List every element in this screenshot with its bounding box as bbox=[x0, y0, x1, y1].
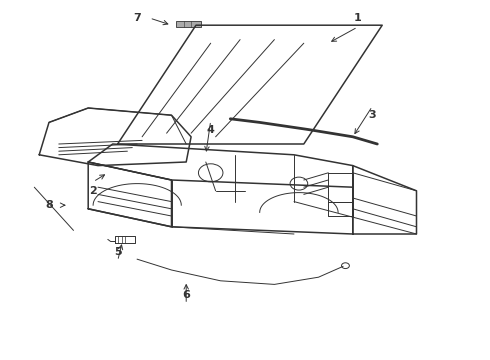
Text: 8: 8 bbox=[45, 200, 53, 210]
Text: 1: 1 bbox=[354, 13, 362, 23]
Text: 3: 3 bbox=[368, 110, 376, 120]
Text: 2: 2 bbox=[89, 186, 97, 196]
Text: 7: 7 bbox=[133, 13, 141, 23]
Text: 4: 4 bbox=[207, 125, 215, 135]
Text: 6: 6 bbox=[182, 290, 190, 300]
Text: 5: 5 bbox=[114, 247, 122, 257]
FancyBboxPatch shape bbox=[176, 21, 201, 27]
